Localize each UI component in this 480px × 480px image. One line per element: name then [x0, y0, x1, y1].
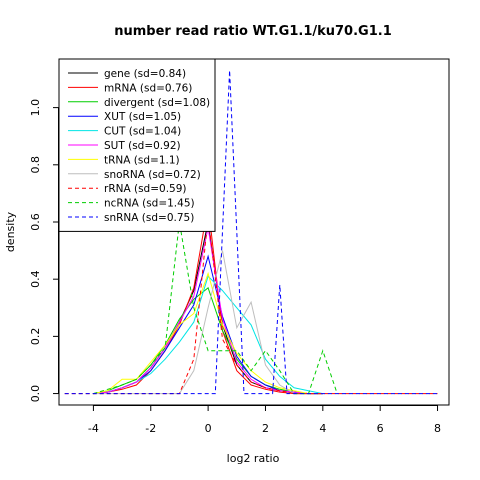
x-tick-label-3: 2: [262, 422, 269, 435]
chart-title: number read ratio WT.G1.1/ku70.G1.1: [114, 24, 392, 39]
legend-label-4: CUT (sd=1.04): [104, 126, 181, 138]
series-line-1: [93, 204, 323, 395]
series-line-5: [93, 227, 323, 395]
x-axis: -4 -2 0 2 4 6 8: [88, 405, 441, 435]
legend-label-2: divergent (sd=1.08): [104, 97, 210, 109]
x-axis-title: log2 ratio: [227, 452, 280, 465]
legend-label-6: tRNA (sd=1.1): [104, 154, 180, 166]
x-tick-label-6: 8: [434, 422, 441, 435]
legend-label-3: XUT (sd=1.05): [104, 111, 181, 123]
x-tick-label-4: 4: [319, 422, 326, 435]
series-line-6: [93, 271, 323, 395]
series-line-8: [64, 216, 438, 395]
series-line-2: [93, 286, 323, 395]
y-tick-label-1: 0.2: [29, 328, 42, 346]
legend-label-7: snoRNA (sd=0.72): [104, 169, 201, 181]
x-tick-label-0: -4: [88, 422, 99, 435]
legend-label-9: ncRNA (sd=1.45): [104, 198, 195, 210]
x-tick-label-5: 6: [377, 422, 384, 435]
legend-label-0: gene (sd=0.84): [104, 68, 186, 80]
y-tick-label-4: 0.8: [29, 156, 42, 174]
y-axis: 0.0 0.2 0.4 0.6 0.8 1.0: [29, 99, 59, 402]
legend-label-8: rRNA (sd=0.59): [104, 183, 187, 195]
legend: gene (sd=0.84) mRNA (sd=0.76) divergent (s…: [58, 58, 216, 232]
legend-label-1: mRNA (sd=0.76): [104, 82, 192, 94]
x-tick-label-1: -2: [145, 422, 156, 435]
series-line-9: [93, 221, 338, 395]
y-axis-title: density: [4, 211, 17, 252]
x-tick-label-2: 0: [205, 422, 212, 435]
series-line-4: [93, 275, 323, 395]
y-tick-label-2: 0.4: [29, 270, 42, 288]
legend-label-10: snRNA (sd=0.75): [104, 212, 194, 224]
y-tick-label-5: 1.0: [29, 99, 42, 117]
y-tick-label-3: 0.6: [29, 213, 42, 231]
legend-label-5: SUT (sd=0.92): [104, 140, 181, 152]
y-tick-label-0: 0.0: [29, 385, 42, 403]
